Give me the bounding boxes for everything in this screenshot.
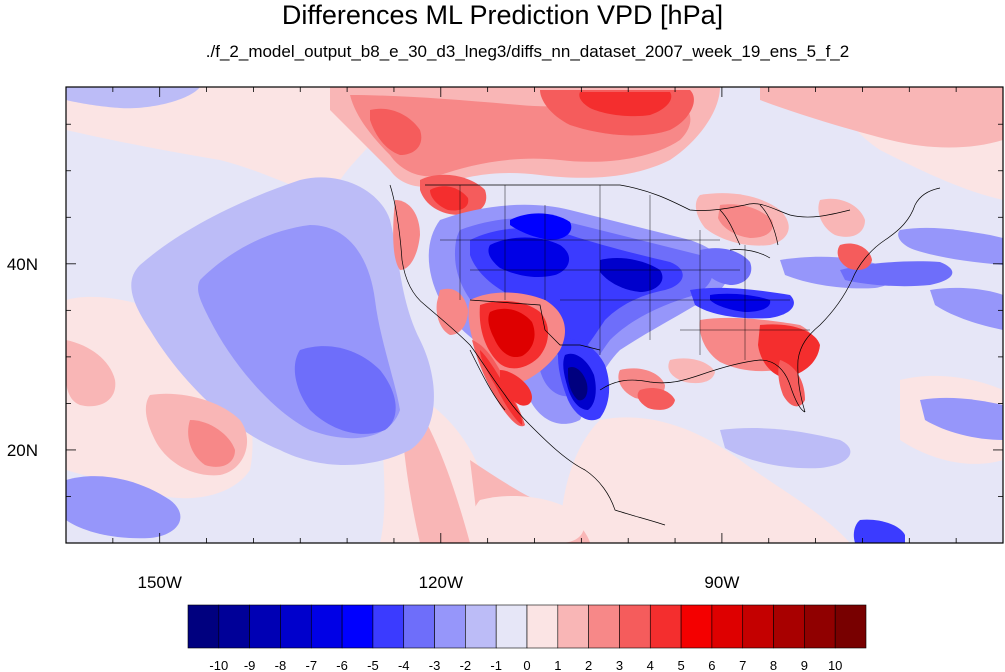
lon-tick-label: 150W [137,573,181,592]
colorbar-label: 3 [616,658,623,672]
colorbar-swatch [187,604,220,649]
colorbar-swatch [372,604,405,649]
colorbar-label: 8 [770,658,777,672]
colorbar-label: -1 [490,658,502,672]
colorbar-label: -2 [460,658,472,672]
colorbar-label: 10 [828,658,842,672]
lon-tick-label: 90W [704,573,739,592]
colorbar-swatch [834,604,867,649]
colorbar-swatch [711,604,744,649]
colorbar-swatch [619,604,651,649]
map-ticks: 150W 120W 90W 40N 20N [7,87,1004,592]
colorbar-swatch [434,604,466,649]
colorbar-swatch [742,604,774,649]
colorbar-label: -6 [336,658,348,672]
lat-tick-label: 20N [7,441,38,460]
colorbar-label: -10 [209,658,228,672]
state-lines [440,185,810,360]
colorbar-swatch [526,604,559,649]
colorbar-swatch [218,604,250,649]
colorbar-label: 7 [739,658,746,672]
colorbar-label: 1 [554,658,561,672]
colorbar-label: -4 [398,658,410,672]
colorbar-swatch [341,604,374,649]
colorbar-label: 0 [523,658,530,672]
colorbar-swatch [249,604,281,649]
colorbar-label: 6 [708,658,715,672]
colorbar-swatch [680,604,713,649]
colorbar-swatch [403,604,435,649]
plot-title: Differences ML Prediction VPD [hPa] [281,0,724,30]
lat-tick-label: 40N [7,255,38,274]
colorbar-swatch [495,604,528,649]
colorbar-swatch [649,604,682,649]
colorbar-swatch [588,604,620,649]
colorbar: -10 -9 -8 -7 -6 -5 -4 -3 -2 -1 0 1 2 3 4 5 6 7 8 9 10 [187,604,867,672]
colorbar-label: -8 [275,658,287,672]
colorbar-label: 2 [585,658,592,672]
colorbar-swatch [557,604,589,649]
colorbar-label: -5 [367,658,379,672]
lon-tick-label: 120W [419,573,463,592]
colorbar-label: -3 [429,658,441,672]
colorbar-label: -9 [244,658,256,672]
colorbar-label: 9 [801,658,808,672]
vpd-difference-field [66,87,1003,543]
colorbar-label: 5 [677,658,684,672]
colorbar-swatch [310,604,343,649]
colorbar-swatch [804,604,836,649]
colorbar-swatch [773,604,805,649]
coastlines-and-borders [389,184,941,526]
colorbar-swatch [280,604,312,649]
colorbar-label: -7 [305,658,317,672]
colorbar-label: 4 [647,658,654,672]
plot-subtitle: ./f_2_model_output_b8_e_30_d3_lneg3/diff… [205,42,850,61]
colorbar-swatch [465,604,497,649]
